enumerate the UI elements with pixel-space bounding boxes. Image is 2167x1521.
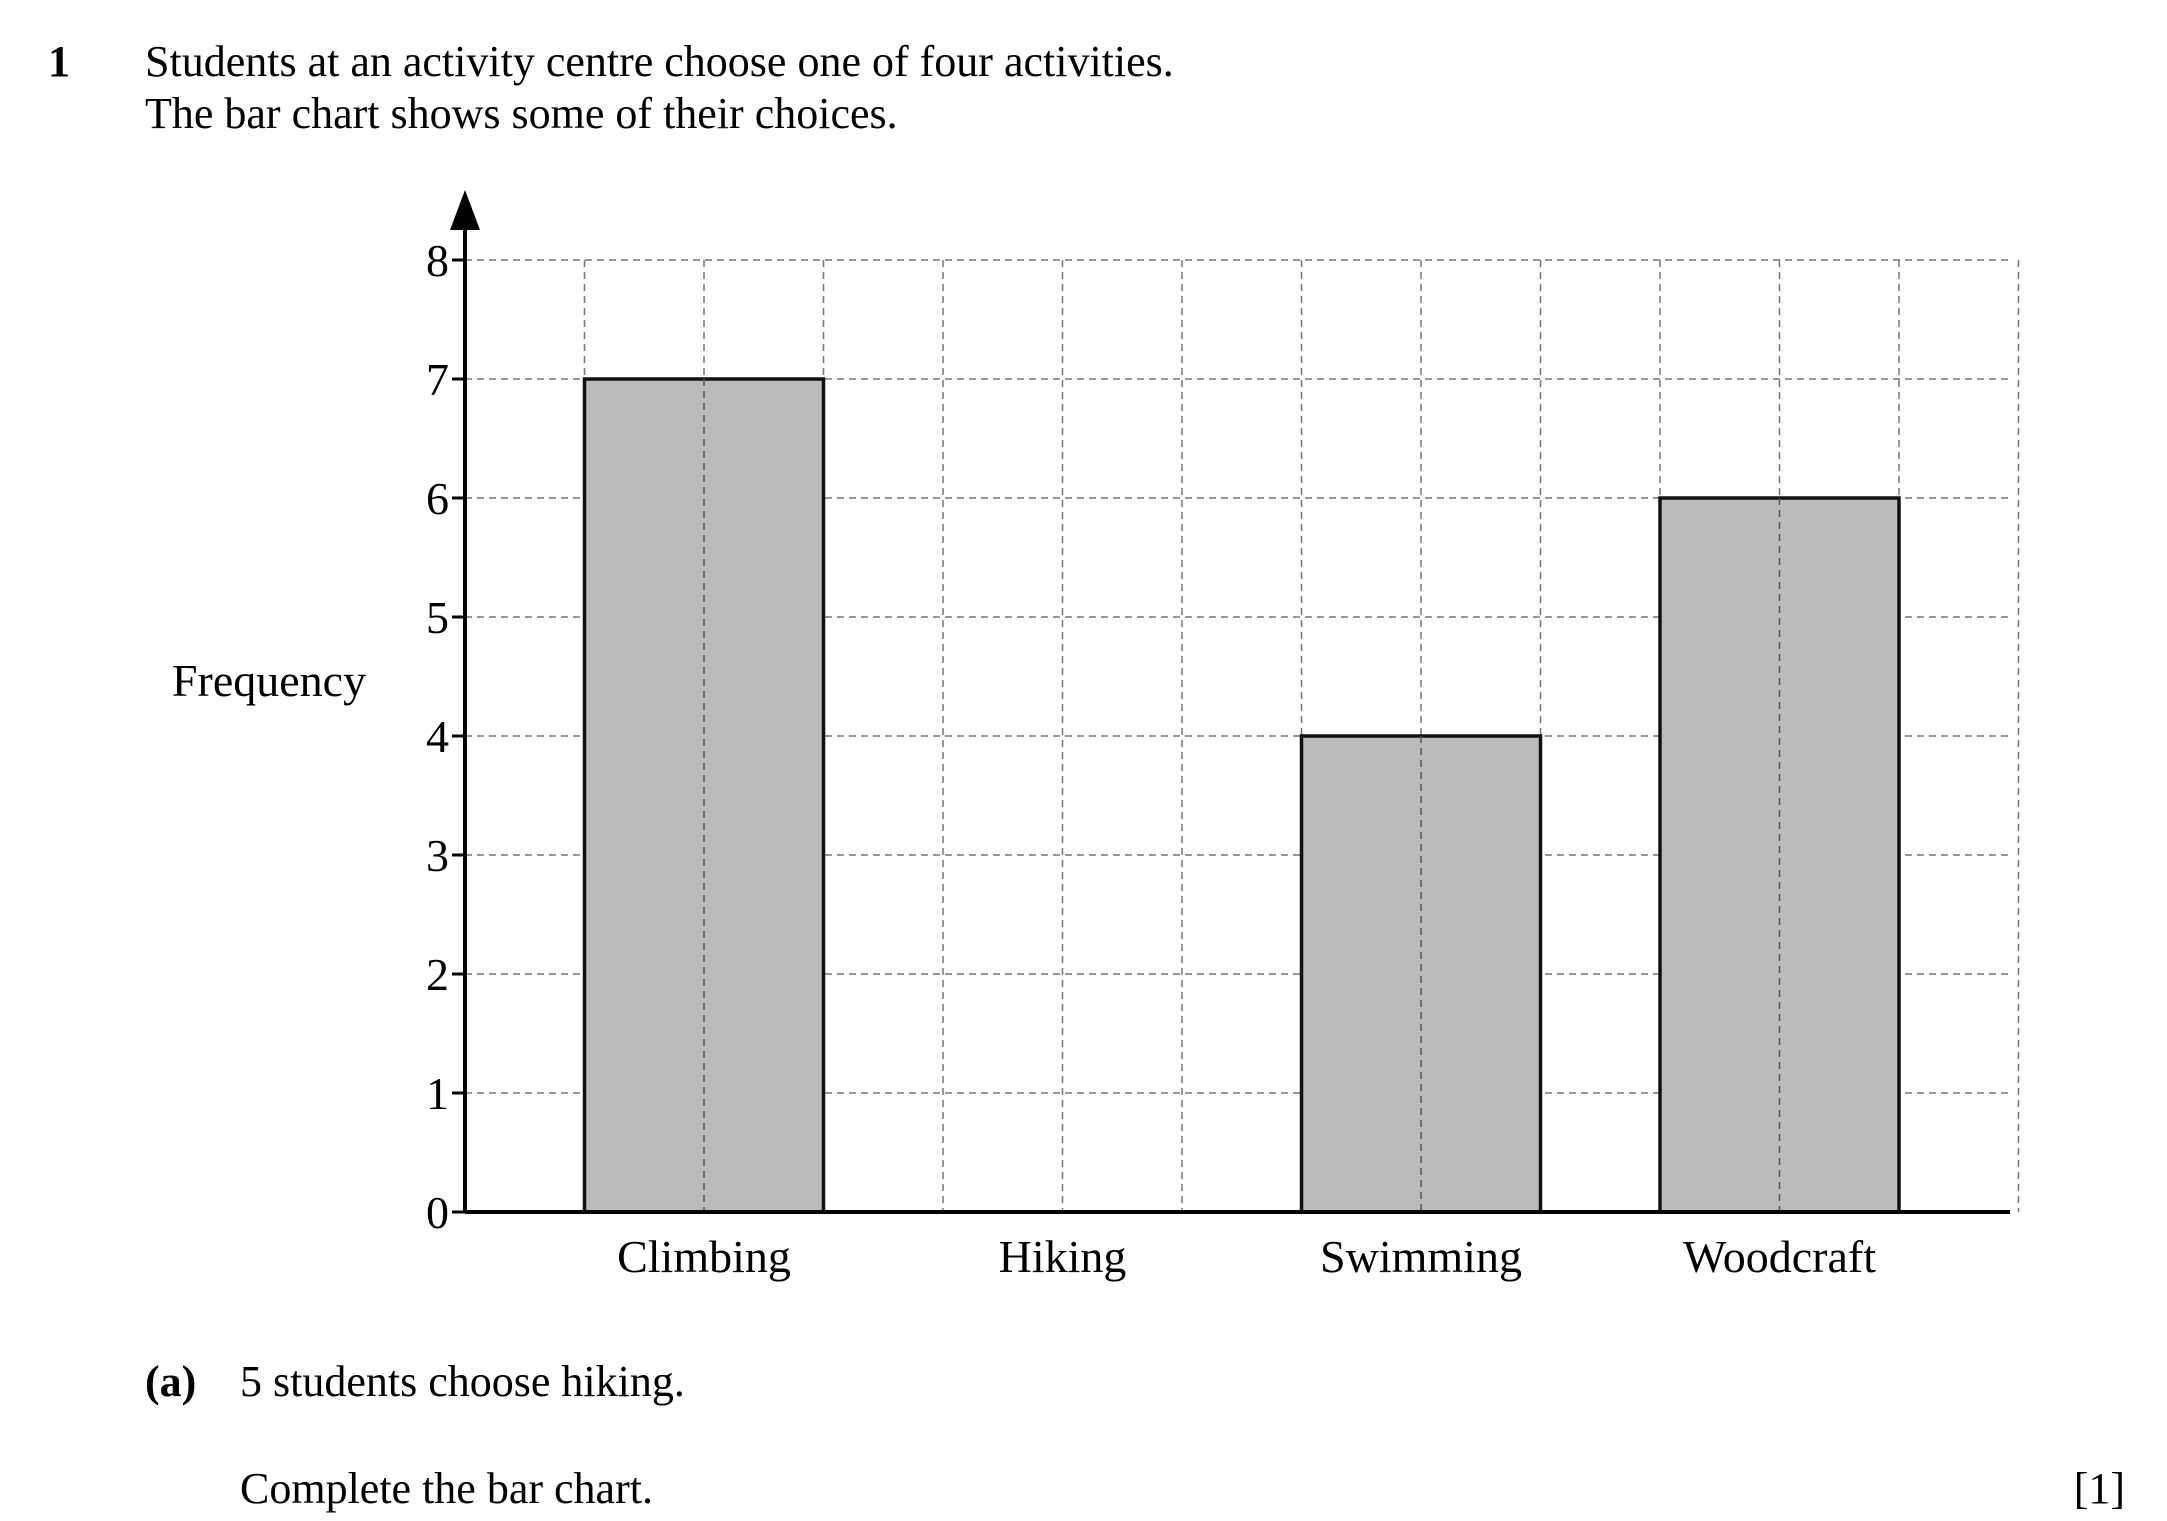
intro-line-1: Students at an activity centre choose on… xyxy=(145,37,1174,86)
x-tick-label: Swimming xyxy=(1320,1231,1522,1282)
y-tick-label: 3 xyxy=(426,830,449,881)
y-tick-label: 1 xyxy=(426,1068,449,1119)
y-tick-label: 5 xyxy=(426,592,449,643)
question-intro: Students at an activity centre choose on… xyxy=(145,36,1174,140)
part-a-label: (a) xyxy=(145,1357,197,1406)
x-tick-label: Hiking xyxy=(999,1231,1127,1282)
marks-allocation: [1] xyxy=(2073,1464,2125,1513)
y-tick-label: 6 xyxy=(426,473,449,524)
bar-swimming xyxy=(1299,734,1543,1214)
y-tick-label: 7 xyxy=(426,354,449,405)
y-tick-label: 8 xyxy=(426,235,449,286)
y-axis-label: Frequency xyxy=(172,655,366,706)
x-tick-label: Climbing xyxy=(617,1231,791,1282)
y-axis-arrowhead xyxy=(450,190,480,230)
question-number: 1 xyxy=(48,37,70,86)
x-tick-label: Woodcraft xyxy=(1683,1231,1876,1282)
intro-line-2: The bar chart shows some of their choice… xyxy=(145,89,898,138)
y-tick-label: 0 xyxy=(426,1187,449,1238)
y-tick-label: 2 xyxy=(426,949,449,1000)
part-a-instruction: Complete the bar chart. xyxy=(240,1464,653,1513)
y-tick-label: 4 xyxy=(426,711,449,762)
part-a-text: 5 students choose hiking. xyxy=(240,1357,685,1406)
